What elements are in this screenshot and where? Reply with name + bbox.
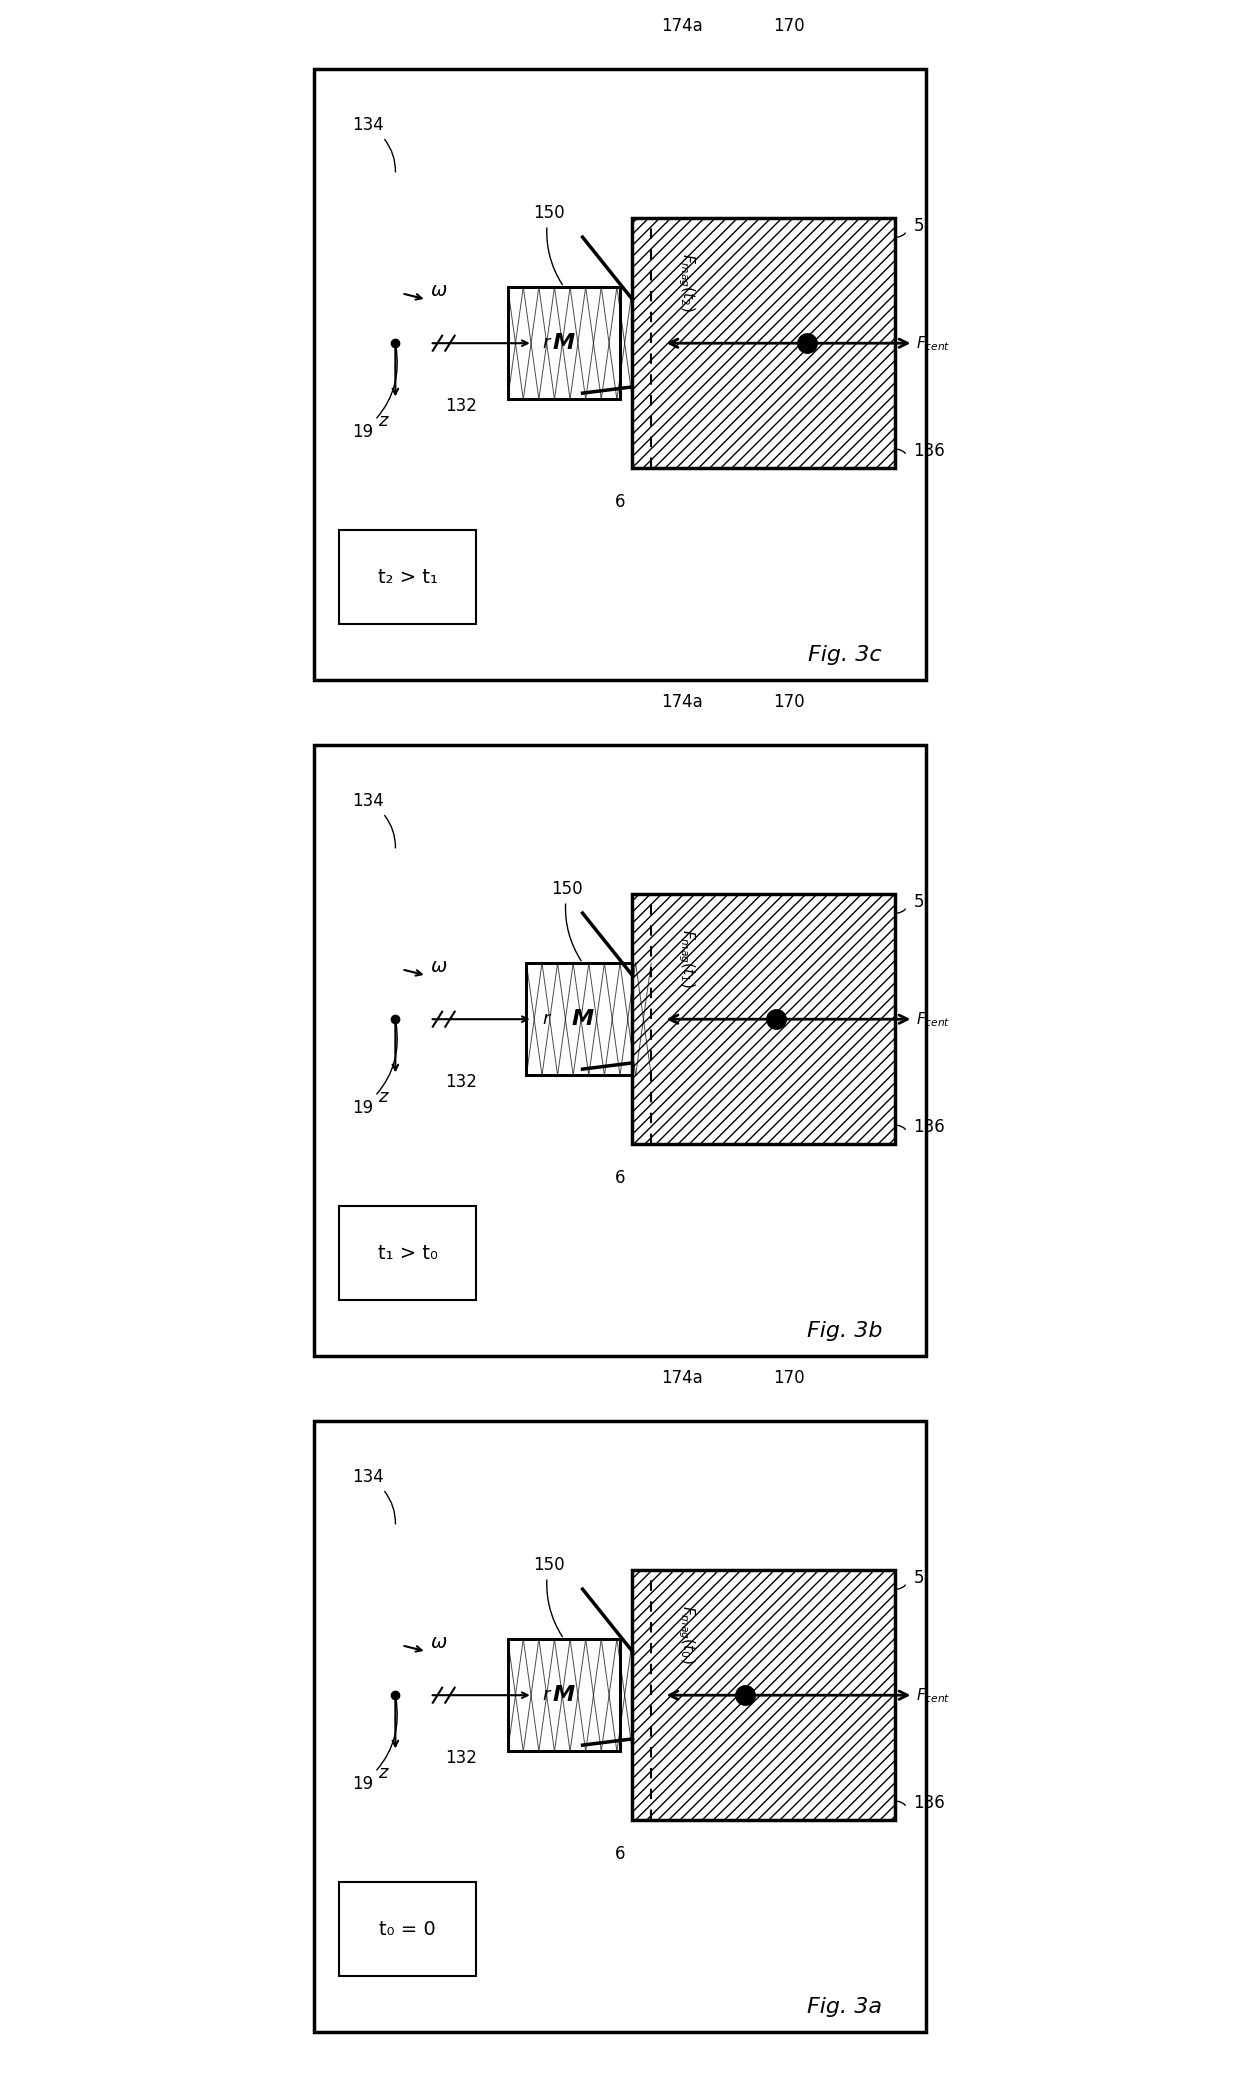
Text: 150: 150 <box>533 204 564 285</box>
Text: 150: 150 <box>533 1556 564 1637</box>
Text: $F_{cent}$: $F_{cent}$ <box>916 1011 951 1028</box>
Text: 19: 19 <box>352 1021 397 1117</box>
Text: Fig. 3a: Fig. 3a <box>807 1997 882 2018</box>
Text: 5: 5 <box>914 216 924 235</box>
Text: M: M <box>553 333 575 354</box>
Text: 134: 134 <box>352 116 383 133</box>
Bar <box>507 287 620 399</box>
Bar <box>507 1639 620 1751</box>
Text: 6: 6 <box>615 1169 625 1188</box>
Text: 134: 134 <box>352 1468 383 1485</box>
Text: z: z <box>378 1088 388 1107</box>
Text: $F_{mag}(t_1)$: $F_{mag}(t_1)$ <box>676 930 697 988</box>
Bar <box>340 530 476 624</box>
Text: 5: 5 <box>914 892 924 911</box>
Text: 170: 170 <box>773 1369 805 1387</box>
Text: 132: 132 <box>445 1073 477 1090</box>
Text: r: r <box>542 335 549 352</box>
Text: 132: 132 <box>445 1749 477 1766</box>
Text: M: M <box>553 1685 575 1706</box>
Bar <box>632 894 894 1144</box>
Text: 5: 5 <box>914 1568 924 1587</box>
Text: t₂ > t₁: t₂ > t₁ <box>378 568 438 587</box>
Bar <box>527 963 639 1075</box>
Text: 174a: 174a <box>661 1369 703 1387</box>
Text: $\omega$: $\omega$ <box>430 281 448 300</box>
Bar <box>340 1882 476 1976</box>
Text: t₁ > t₀: t₁ > t₀ <box>378 1244 438 1263</box>
Bar <box>507 1639 620 1751</box>
Text: 136: 136 <box>914 1793 945 1812</box>
Text: Fig. 3c: Fig. 3c <box>808 645 882 666</box>
Text: 174a: 174a <box>661 693 703 711</box>
Text: r: r <box>542 1687 549 1704</box>
Text: 132: 132 <box>445 397 477 414</box>
Text: z: z <box>378 1764 388 1783</box>
Text: $F_{mag}(t_2)$: $F_{mag}(t_2)$ <box>676 254 697 312</box>
Text: Fig. 3b: Fig. 3b <box>806 1321 882 1342</box>
Bar <box>507 287 620 399</box>
Text: z: z <box>378 412 388 431</box>
Text: t₀ = 0: t₀ = 0 <box>379 1920 436 1939</box>
Text: 170: 170 <box>773 17 805 35</box>
Bar <box>340 1206 476 1300</box>
Text: 136: 136 <box>914 441 945 460</box>
Text: r: r <box>542 1011 549 1028</box>
Bar <box>527 963 639 1075</box>
Text: $\omega$: $\omega$ <box>430 1633 448 1652</box>
Text: 6: 6 <box>615 1845 625 1864</box>
Text: 170: 170 <box>773 693 805 711</box>
Text: M: M <box>572 1009 594 1030</box>
Text: 6: 6 <box>615 493 625 512</box>
Text: 19: 19 <box>352 345 397 441</box>
Text: $F_{cent}$: $F_{cent}$ <box>916 1687 951 1704</box>
Text: 150: 150 <box>552 880 583 961</box>
Bar <box>632 1570 894 1820</box>
Text: 19: 19 <box>352 1697 397 1793</box>
Text: 136: 136 <box>914 1117 945 1136</box>
Bar <box>632 218 894 468</box>
Text: $\omega$: $\omega$ <box>430 957 448 976</box>
Text: $F_{cent}$: $F_{cent}$ <box>916 335 951 352</box>
Text: 134: 134 <box>352 792 383 809</box>
Text: $F_{mag}(t_0)$: $F_{mag}(t_0)$ <box>676 1606 697 1664</box>
Text: 174a: 174a <box>661 17 703 35</box>
